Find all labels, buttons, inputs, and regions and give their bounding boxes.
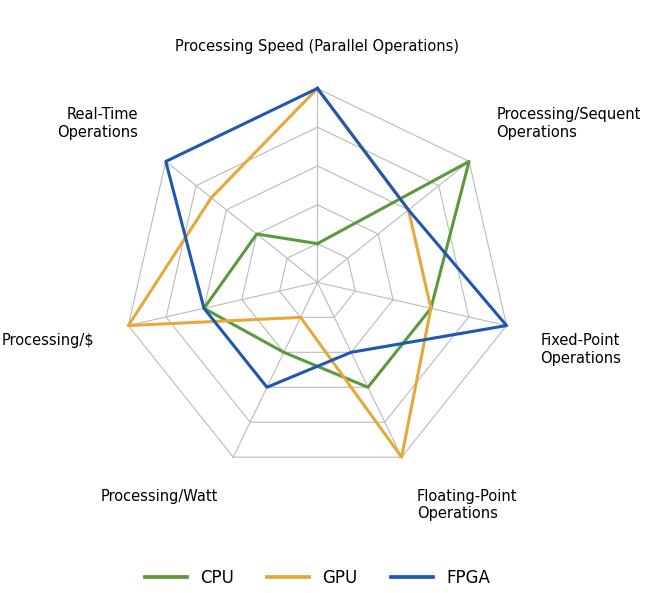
Text: Processing/Watt: Processing/Watt — [101, 489, 218, 503]
Text: Real-Time
Operations: Real-Time Operations — [58, 107, 138, 140]
Text: Processing Speed (Parallel Operations): Processing Speed (Parallel Operations) — [176, 39, 460, 53]
Text: Fixed-Point
Operations: Fixed-Point Operations — [541, 333, 621, 366]
Text: Processing/$: Processing/$ — [2, 333, 94, 348]
Text: Floating-Point
Operations: Floating-Point Operations — [417, 489, 517, 521]
Text: Processing/Sequent
Operations: Processing/Sequent Operations — [497, 107, 641, 140]
Legend: CPU, GPU, FPGA: CPU, GPU, FPGA — [138, 562, 497, 593]
